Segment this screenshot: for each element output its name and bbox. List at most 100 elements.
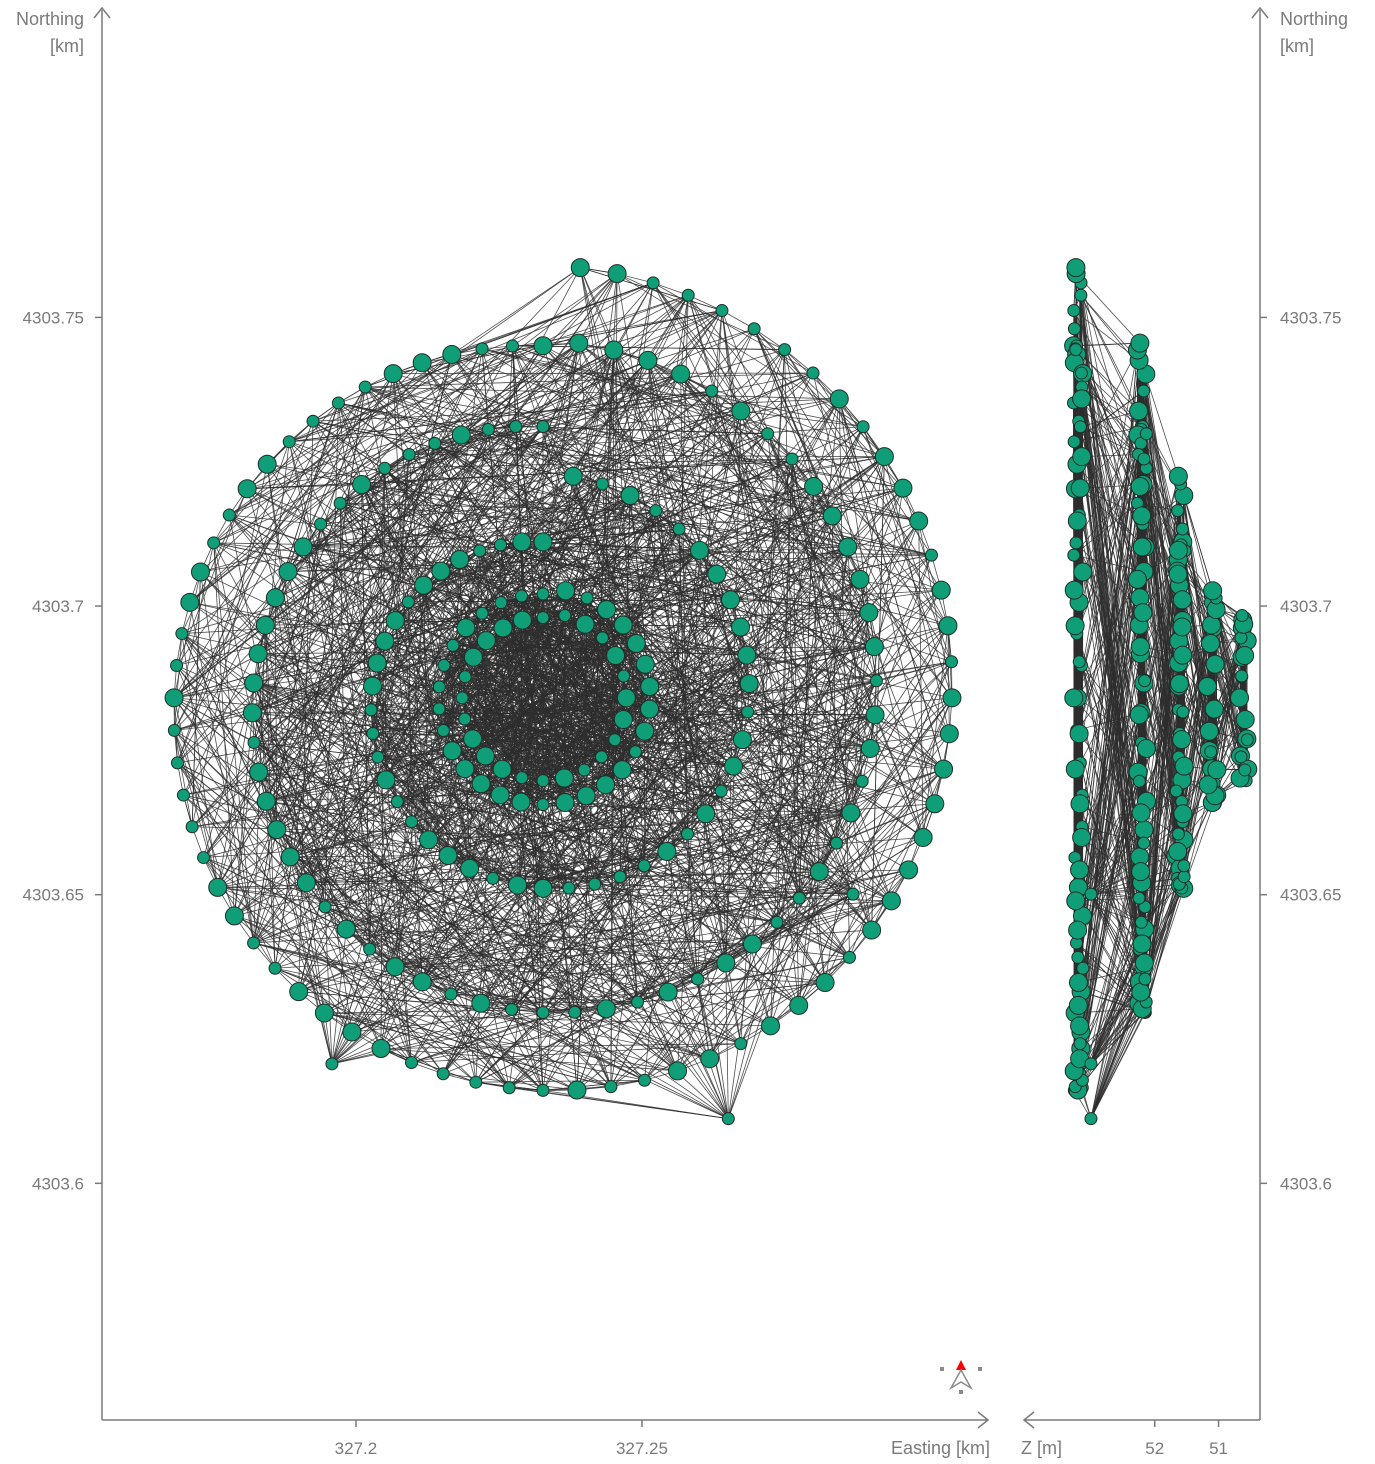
plan-edge <box>213 434 462 544</box>
plan-edge <box>687 833 854 895</box>
plan-edge <box>274 597 278 830</box>
plan-edge <box>288 441 423 982</box>
plan-edge <box>203 857 477 1083</box>
plan-edge <box>647 310 723 361</box>
plan-edge <box>481 348 669 993</box>
plan-edge <box>289 456 885 858</box>
plan-edge <box>791 398 840 460</box>
plan-edge <box>594 883 729 1119</box>
plan-edge <box>725 626 741 963</box>
plan-edge <box>753 328 950 734</box>
plan-edge <box>511 865 645 1010</box>
plan-edge <box>850 733 950 814</box>
plan-edge <box>565 495 631 591</box>
plan-edge <box>331 888 544 1065</box>
plan-edge <box>485 593 544 757</box>
side-edge <box>1080 282 1142 743</box>
plan-edge <box>252 426 864 714</box>
plan-edge <box>512 345 875 647</box>
plan-edge <box>192 826 837 844</box>
plan-edge <box>302 373 681 548</box>
plan-edge <box>331 981 423 1065</box>
plan-edge <box>479 550 869 614</box>
plan-edge <box>629 495 651 687</box>
plan-edge <box>791 458 849 548</box>
plan-edge <box>377 662 636 753</box>
plan-edge <box>440 426 544 572</box>
plan-edge <box>568 887 854 895</box>
plan-edge <box>380 1048 678 1072</box>
plan-edge <box>705 813 854 895</box>
plan-edge <box>213 542 254 943</box>
plan-edge <box>680 374 688 835</box>
plan-edge <box>276 685 373 830</box>
plan-edge <box>576 349 615 1091</box>
plan-edge <box>716 573 852 814</box>
plan-edge <box>266 464 326 907</box>
plan-edge <box>213 542 863 782</box>
plan-edge <box>331 966 396 1065</box>
side-edge <box>1075 390 1145 901</box>
plan-edge <box>253 942 544 1013</box>
side-edge <box>1079 646 1141 764</box>
plan-edge <box>605 655 616 785</box>
plan-edge <box>564 590 566 803</box>
plan-edge <box>776 893 854 923</box>
plan-edge <box>253 360 649 944</box>
plan-edge <box>680 373 950 734</box>
plan-edge <box>346 868 470 930</box>
plan-edge <box>298 748 871 993</box>
plan-edge <box>874 714 924 838</box>
plan-edge <box>647 360 872 931</box>
plan-edge <box>799 893 854 899</box>
side-edge <box>1078 680 1145 1083</box>
plan-edge <box>447 609 607 856</box>
plan-edge <box>287 456 885 572</box>
plan-edge <box>798 803 936 1006</box>
plan-edge <box>776 900 892 923</box>
plan-edge <box>862 426 953 698</box>
plan-edge <box>644 957 850 1081</box>
plan-edge <box>265 801 510 1089</box>
plan-edge <box>253 812 851 944</box>
plan-edge <box>364 386 753 945</box>
plan-edge <box>481 348 861 580</box>
side-edge <box>1081 826 1144 844</box>
plan-edge <box>276 829 333 1064</box>
plan-edge <box>340 502 932 556</box>
plan-edge <box>253 742 753 945</box>
plan-edge <box>574 349 785 1013</box>
plan-edge <box>511 398 840 1010</box>
plan-edge <box>770 458 793 1026</box>
plan-edge <box>727 871 820 1119</box>
plan-edge <box>687 834 699 980</box>
plan-edge <box>365 372 814 388</box>
plan-edge <box>411 978 698 1063</box>
plan-edge <box>324 1008 607 1014</box>
side-edge <box>1142 484 1183 530</box>
plan-edge <box>331 1002 481 1065</box>
plan-edge <box>288 441 396 967</box>
side-edge <box>1081 456 1146 980</box>
plan-edge <box>746 458 793 656</box>
side-edge <box>1182 655 1209 785</box>
plan-edge <box>687 295 769 434</box>
plan-edge <box>443 730 570 889</box>
plan-edge <box>274 967 710 1060</box>
plan-edge <box>189 273 618 603</box>
side-edge <box>1141 483 1182 743</box>
plan-edge <box>725 625 949 964</box>
plan-edge <box>174 730 452 995</box>
plan-edge <box>365 386 516 427</box>
plan-edge <box>339 502 753 945</box>
plan-edge <box>306 748 871 884</box>
side-edge <box>1144 550 1179 930</box>
plan-edge <box>481 348 885 457</box>
plan-edge <box>423 429 489 586</box>
plan-edge <box>487 429 523 543</box>
plan-edge <box>687 295 873 931</box>
plan-edge <box>203 429 489 858</box>
plan-edge <box>459 559 650 710</box>
plan-edge <box>568 887 729 1119</box>
